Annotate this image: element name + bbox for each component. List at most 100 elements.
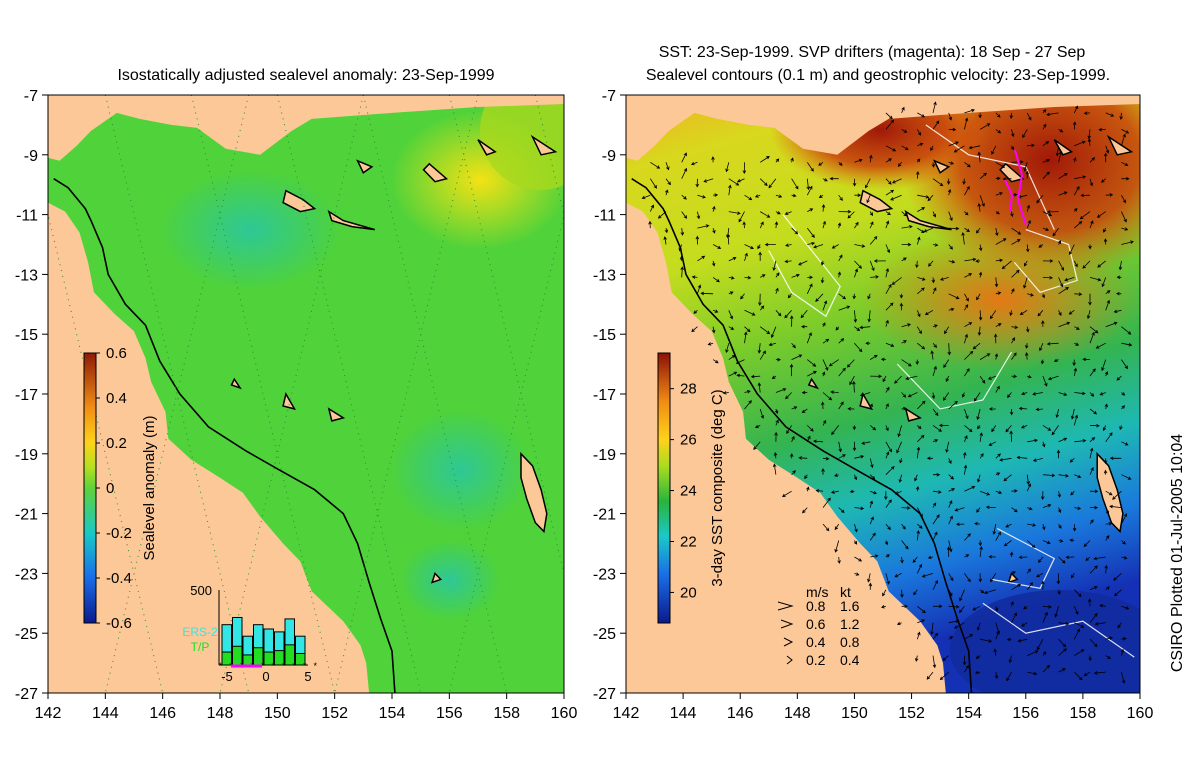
velocity-vector [1058, 648, 1067, 656]
velocity-vector [885, 386, 890, 393]
velocity-vector [818, 194, 824, 198]
lon-tick-label: 142 [613, 705, 640, 722]
velocity-vector [1026, 204, 1031, 212]
velocity-vector [728, 276, 735, 280]
velocity-vector [932, 632, 939, 640]
velocity-vector [775, 211, 781, 215]
velocity-vector [815, 489, 824, 493]
velocity-vector [995, 385, 1000, 393]
velocity-vector [930, 622, 934, 636]
velocity-vector [1074, 175, 1087, 180]
velocity-vector [948, 515, 953, 525]
velocity-vector [854, 342, 863, 353]
velocity-vector [980, 638, 993, 643]
velocity-vector [1025, 170, 1030, 179]
sealevel-contour [1013, 229, 1078, 293]
velocity-vector [931, 392, 936, 400]
velocity-vector [885, 554, 891, 558]
velocity-vector [894, 490, 902, 495]
velocity-vector [973, 392, 981, 402]
velocity-vector [807, 370, 817, 377]
velocity-vector [1083, 540, 1091, 547]
velocity-vector [993, 333, 998, 344]
velocity-key-header-kt: kt [840, 584, 851, 600]
velocity-vector [869, 235, 878, 245]
velocity-vector [852, 441, 857, 452]
velocity-vector [873, 259, 886, 263]
velocity-vector [976, 622, 981, 631]
velocity-vector [1094, 622, 1106, 626]
velocity-vector [1074, 671, 1083, 681]
velocity-vector [695, 178, 700, 188]
velocity-vector [1104, 403, 1108, 410]
velocity-vector [744, 309, 756, 316]
histogram-ymax-label: 500 [190, 583, 212, 598]
velocity-vector [995, 238, 1007, 245]
velocity-vector [789, 363, 794, 377]
velocity-vector [885, 267, 890, 278]
velocity-vector [770, 326, 777, 339]
velocity-vector [838, 507, 845, 513]
velocity-vector [916, 129, 922, 136]
velocity-vector [854, 221, 859, 229]
velocity-vector [663, 236, 667, 245]
velocity-vector [979, 195, 985, 207]
histogram-bar-tp [263, 651, 274, 666]
velocity-vector [697, 224, 710, 229]
velocity-vector [995, 490, 1003, 494]
velocity-vector [932, 101, 937, 113]
velocity-vector [1105, 112, 1115, 117]
velocity-vector [1121, 637, 1127, 641]
velocity-vector [665, 162, 670, 171]
velocity-vector [696, 211, 701, 220]
velocity-vector [815, 293, 824, 303]
velocity-vector [959, 589, 965, 602]
velocity-vector [1069, 538, 1075, 543]
velocity-vector [1105, 522, 1113, 526]
velocity-vector [728, 211, 741, 215]
velocity-vector [711, 260, 716, 267]
velocity-vector [977, 326, 982, 336]
velocity-vector [990, 573, 997, 583]
velocity-vector [1025, 326, 1030, 333]
velocity-vector [1026, 540, 1036, 548]
velocity-vector [1074, 140, 1086, 147]
velocity-vector [930, 350, 934, 360]
velocity-vector [681, 167, 688, 179]
velocity-vector [964, 554, 970, 558]
velocity-vector [995, 228, 999, 237]
velocity-vector [1088, 293, 1092, 306]
altimeter-track [104, 95, 250, 693]
velocity-vector [1121, 211, 1127, 223]
velocity-vector [991, 425, 997, 433]
velocity-vector [977, 202, 982, 212]
histogram-xtick: 0 [262, 669, 269, 684]
velocity-vector [865, 178, 871, 189]
velocity-vector [838, 194, 843, 201]
velocity-vector [1121, 474, 1132, 480]
velocity-vector [995, 472, 1001, 476]
sealevel-contour [768, 214, 841, 318]
velocity-vector [915, 260, 919, 269]
velocity-vector [822, 220, 826, 229]
velocity-vector [1074, 622, 1085, 628]
velocity-vector [890, 194, 902, 201]
sla-lat-axis: -7 -9 -11 -13 -15 -17 -19 -21 -23 -25 -27 [15, 88, 48, 703]
velocity-vector [1046, 112, 1059, 117]
velocity-vector [1085, 556, 1091, 561]
velocity-key: m/s kt 0.8 1.6 0.6 1.2 0.4 0.8 0.2 0.4 [777, 584, 860, 668]
velocity-vector [1056, 449, 1061, 459]
velocity-vector [1018, 406, 1028, 411]
histogram-bar-tp [295, 652, 306, 666]
velocity-vector [943, 359, 950, 369]
velocity-vector [964, 293, 969, 302]
velocity-vector [885, 302, 894, 311]
velocity-vector [964, 485, 976, 492]
velocity-vector [757, 244, 761, 250]
velocity-vector [917, 619, 926, 624]
velocity-vector [1072, 524, 1077, 532]
velocity-vector [978, 244, 983, 252]
velocity-key-kt: 0.8 [840, 634, 860, 650]
velocity-vector [995, 323, 1002, 328]
velocity-vector [930, 145, 934, 152]
